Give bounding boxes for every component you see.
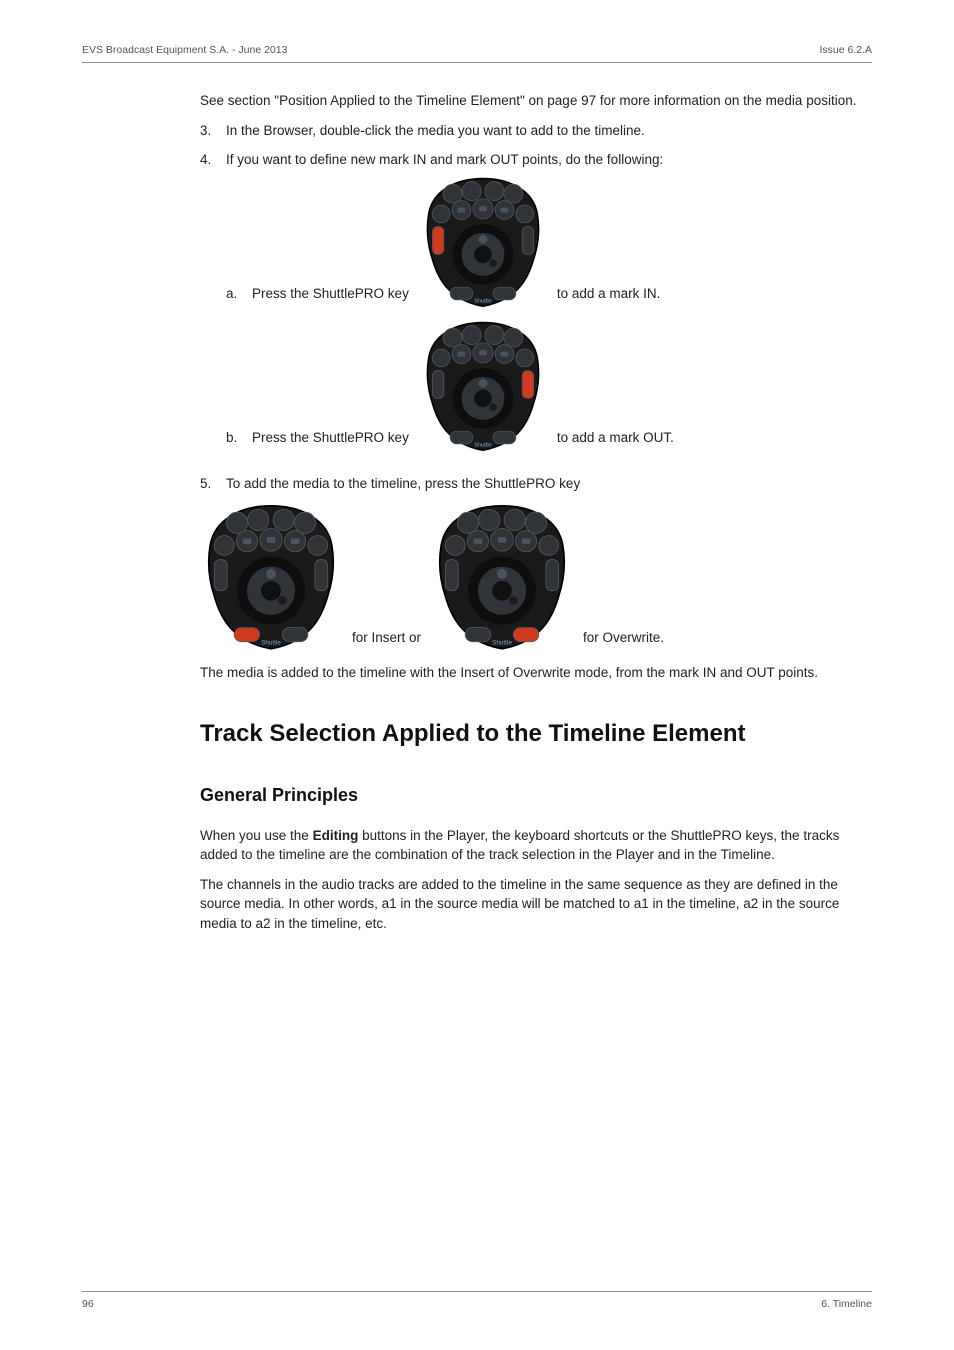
step-letter: a.	[226, 284, 252, 310]
section-heading: Track Selection Applied to the Timeline …	[200, 717, 872, 752]
closing-paragraph: The media is added to the timeline with …	[200, 663, 872, 683]
intro-paragraph: See section "Position Applied to the Tim…	[200, 91, 872, 111]
page: EVS Broadcast Equipment S.A. - June 2013…	[0, 0, 954, 1350]
step-number: 3.	[200, 121, 226, 141]
shuttlepro-overwrite-icon: Shuttle	[431, 503, 573, 653]
subsection-heading: General Principles	[200, 782, 872, 808]
footer-chapter: 6. Timeline	[821, 1298, 872, 1310]
gp-paragraph-1: When you use the Editing buttons in the …	[200, 826, 872, 865]
step-text: To add the media to the timeline, press …	[226, 474, 872, 494]
step-5-images-row: Shuttle for Insert or Shuttle for Overwr…	[200, 503, 872, 653]
shuttlepro-insert-icon: Shuttle	[200, 503, 342, 653]
step-4b: b. Press the ShuttlePRO key Shuttle to a…	[226, 320, 872, 454]
svg-text:Shuttle: Shuttle	[474, 442, 492, 448]
svg-text:Shuttle: Shuttle	[261, 640, 281, 647]
step-number: 5.	[200, 474, 226, 494]
header-left: EVS Broadcast Equipment S.A. - June 2013	[82, 44, 287, 56]
numbered-steps: 3. In the Browser, double-click the medi…	[200, 121, 872, 494]
footer-page-number: 96	[82, 1298, 94, 1310]
step-text-pre: Press the ShuttlePRO key	[252, 428, 409, 454]
step-text: If you want to define new mark IN and ma…	[226, 152, 663, 167]
step-text: In the Browser, double-click the media y…	[226, 121, 872, 141]
shuttlepro-mark-out-icon: Shuttle	[419, 320, 547, 454]
step-text-post: to add a mark OUT.	[557, 428, 674, 454]
step-text-post: to add a mark IN.	[557, 284, 661, 310]
step-text-pre: Press the ShuttlePRO key	[252, 284, 409, 310]
step-5: 5. To add the media to the timeline, pre…	[200, 474, 872, 494]
step-letter: b.	[226, 428, 252, 454]
svg-text:Shuttle: Shuttle	[492, 640, 512, 647]
row-text-end: for Overwrite.	[583, 628, 664, 654]
gp-p1-pre: When you use the	[200, 828, 313, 843]
gp-paragraph-2: The channels in the audio tracks are add…	[200, 875, 872, 934]
page-header: EVS Broadcast Equipment S.A. - June 2013…	[82, 44, 872, 63]
content-column: See section "Position Applied to the Tim…	[200, 91, 872, 934]
header-right: Issue 6.2.A	[819, 44, 872, 56]
step-4a: a. Press the ShuttlePRO key Shuttle to a…	[226, 176, 872, 310]
step-4: 4. If you want to define new mark IN and…	[200, 150, 872, 464]
svg-text:Shuttle: Shuttle	[474, 298, 492, 304]
row-text-mid: for Insert or	[352, 628, 421, 654]
shuttlepro-mark-in-icon: Shuttle	[419, 176, 547, 310]
gp-p1-bold: Editing	[313, 828, 359, 843]
page-footer: 96 6. Timeline	[82, 1291, 872, 1310]
step-number: 4.	[200, 150, 226, 464]
sub-steps: a. Press the ShuttlePRO key Shuttle to a…	[226, 176, 872, 454]
step-3: 3. In the Browser, double-click the medi…	[200, 121, 872, 141]
